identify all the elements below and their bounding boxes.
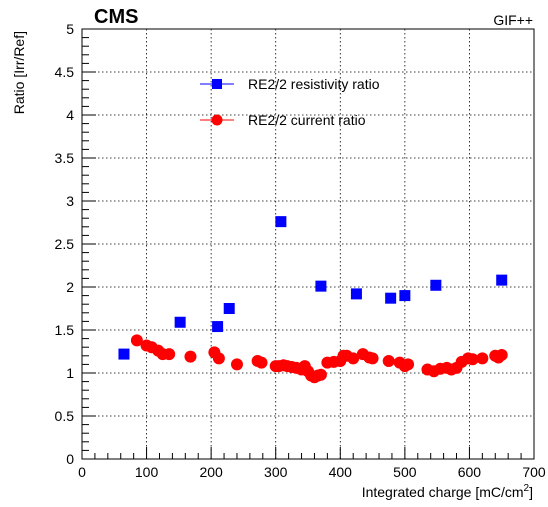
data-point-square [118,348,130,360]
y-tick-label: 4 [66,107,74,123]
series-circle [130,334,508,384]
data-point-circle [184,350,197,363]
legend-entry-current: RE2/2 current ratio [200,112,366,128]
data-point-circle [255,356,268,369]
y-tick-label: 1.5 [55,322,75,338]
legend-label-resistivity: RE2/2 resistivity ratio [248,76,380,92]
series-square [118,216,508,360]
y-tick-label: 2 [66,279,74,295]
x-tick-label: 400 [329,464,353,480]
y-tick-label: 1 [66,365,74,381]
data-point-square [350,288,362,300]
plot-frame [81,28,535,460]
y-tick-label: 5 [66,21,74,37]
axis-ticks [81,28,535,460]
data-point-circle [314,368,327,381]
x-tick-label: 300 [264,464,288,480]
data-point-square [496,274,508,286]
y-tick-label: 3.5 [55,150,75,166]
data-point-circle [495,348,508,361]
data-point-circle [230,358,243,371]
y-tick-label: 3 [66,193,74,209]
data-point-circle [347,352,360,365]
x-tick-label: 700 [522,464,546,480]
y-tick-label: 4.5 [55,64,75,80]
data-point-circle [163,348,176,361]
data-point-circle [366,352,379,365]
legend-marker-circle [211,114,223,126]
data-point-circle [476,352,489,365]
data-point-square [399,290,411,302]
data-point-square [275,216,287,228]
data-point-square [174,316,186,328]
y-tick-label: 2.5 [55,236,75,252]
legend: RE2/2 resistivity ratio RE2/2 current ra… [200,76,380,128]
data-point-square [430,279,442,291]
data-point-circle [402,358,415,371]
data-point-circle [130,334,143,347]
x-tick-label: 600 [458,464,482,480]
legend-entry-resistivity: RE2/2 resistivity ratio [200,76,380,92]
facility-label: GIF++ [493,12,533,28]
grid-lines [82,29,534,459]
data-point-square [315,280,327,292]
series-markers [118,216,508,384]
y-tick-label: 0.5 [55,408,75,424]
y-tick-labels: 0 0.5 1 1.5 2 2.5 3 3.5 4 4.5 5 [55,21,75,467]
y-axis-title: Ratio [Irr/Ref] [11,31,27,114]
x-tick-label: 0 [78,464,86,480]
data-point-square [212,321,224,333]
x-tick-label: 100 [135,464,159,480]
data-point-circle [382,354,395,367]
data-point-circle [212,352,225,365]
x-tick-label: 500 [393,464,417,480]
y-tick-label: 0 [66,451,74,467]
legend-marker-square [212,79,222,89]
data-point-square [385,292,397,304]
x-tick-labels: 0 100 200 300 400 500 600 700 [78,464,546,480]
experiment-label: CMS [94,6,138,28]
x-axis-title: Integrated charge [mC/cm2] [362,483,533,500]
data-point-square [223,303,235,314]
data-point-circle [466,353,479,366]
x-tick-label: 200 [199,464,223,480]
legend-label-current: RE2/2 current ratio [248,112,366,128]
